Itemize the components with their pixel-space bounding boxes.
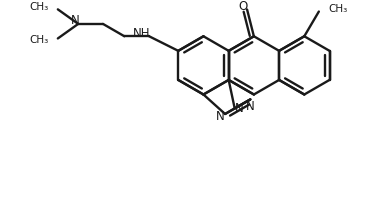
Text: CH₃: CH₃ <box>329 4 348 14</box>
Text: N: N <box>235 102 244 115</box>
Text: NH: NH <box>132 27 150 40</box>
Text: CH₃: CH₃ <box>29 35 48 45</box>
Text: O: O <box>239 0 248 13</box>
Text: N: N <box>216 110 225 123</box>
Text: CH₃: CH₃ <box>29 3 48 12</box>
Text: N: N <box>71 14 80 28</box>
Text: N: N <box>246 100 255 113</box>
